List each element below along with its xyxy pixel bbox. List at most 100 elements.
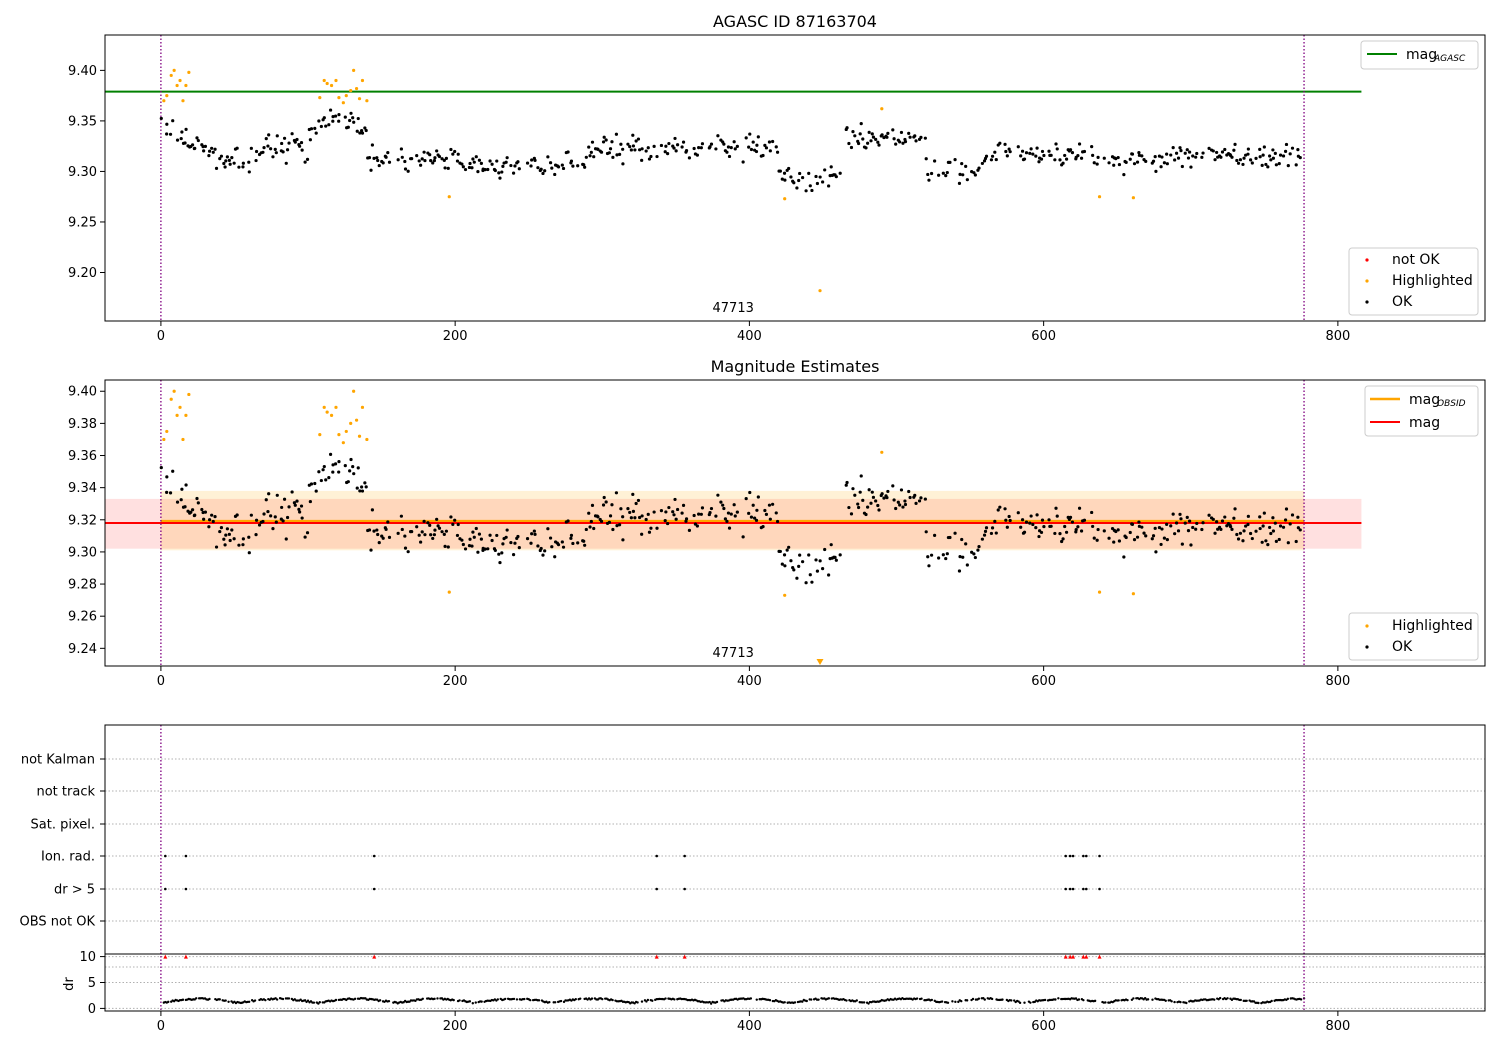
highlighted-point	[169, 397, 173, 401]
ok-point	[525, 537, 530, 541]
dr-point	[303, 999, 307, 1002]
ok-point	[602, 495, 606, 500]
ok-point	[953, 158, 957, 162]
ok-point	[1178, 146, 1182, 150]
dr-point	[651, 999, 654, 1002]
legend-label-mag: mag	[1409, 415, 1440, 431]
ok-point	[604, 138, 608, 142]
flag-point	[164, 887, 167, 891]
ok-point	[351, 465, 355, 469]
ok-point	[687, 528, 692, 533]
ok-point	[1077, 506, 1082, 510]
ok-point	[1039, 530, 1044, 535]
highlighted-point	[178, 405, 182, 409]
ok-point	[1242, 156, 1246, 160]
ok-point	[257, 523, 262, 527]
ok-point	[990, 526, 995, 530]
ok-point	[437, 526, 442, 530]
highlighted-point	[322, 78, 326, 83]
ok-point	[360, 485, 364, 489]
ok-point	[285, 515, 290, 520]
highlighted-point	[162, 99, 166, 103]
ok-point	[433, 156, 437, 160]
highlighted-point	[165, 429, 169, 434]
ok-point	[431, 536, 435, 541]
dr-point	[1077, 998, 1081, 1001]
highlighted-point	[184, 83, 188, 88]
ok-point	[615, 153, 619, 157]
ok-point	[755, 143, 759, 147]
ok-point	[449, 515, 453, 519]
ok-point	[449, 147, 453, 152]
y-tick-label: 0	[88, 1002, 96, 1017]
highlighted-point	[318, 96, 322, 100]
highlighted-point	[349, 88, 353, 93]
ok-point	[1223, 147, 1227, 152]
ok-point	[716, 493, 720, 497]
ok-point	[756, 135, 760, 139]
ok-point	[1137, 524, 1142, 528]
ok-point	[964, 164, 968, 168]
ok-point	[1004, 149, 1008, 154]
ok-point	[274, 520, 278, 524]
ok-point	[672, 513, 676, 517]
flag-point	[184, 854, 188, 858]
ok-point	[1294, 539, 1298, 544]
ok-point	[247, 551, 251, 555]
dr-point	[512, 997, 516, 1001]
ok-point	[406, 550, 410, 554]
ok-point	[504, 535, 508, 539]
ok-point	[183, 141, 187, 145]
ok-point	[1191, 154, 1195, 158]
ok-point	[417, 159, 421, 163]
highlighted-point	[783, 593, 787, 597]
dr-point	[1170, 1000, 1173, 1003]
ok-point	[721, 503, 725, 507]
ok-point	[207, 154, 211, 158]
y-tick-label: 5	[88, 976, 96, 991]
dr-point	[601, 997, 604, 1001]
ok-point	[355, 486, 359, 490]
ok-point	[984, 526, 989, 530]
dr-point	[708, 1000, 711, 1004]
ok-point	[748, 132, 752, 136]
ok-point	[876, 503, 880, 508]
ok-point	[1171, 512, 1175, 516]
ok-point	[479, 161, 483, 165]
ok-point	[789, 175, 793, 179]
highlighted-point	[349, 421, 353, 425]
ok-point	[983, 529, 988, 533]
ok-point	[1183, 521, 1187, 525]
ok-point	[631, 133, 635, 137]
ok-point	[892, 498, 896, 502]
flag-point	[1068, 854, 1072, 858]
ok-point	[328, 452, 333, 456]
ok-point	[960, 162, 964, 166]
ok-point	[583, 165, 587, 169]
ok-point	[352, 472, 356, 476]
ok-point	[530, 158, 534, 162]
ok-point	[399, 514, 403, 518]
dr-clip-marker	[372, 954, 377, 959]
ok-point	[451, 522, 455, 526]
highlighted-point	[360, 405, 365, 409]
ok-point	[1016, 145, 1020, 149]
ok-point	[235, 146, 239, 150]
ok-point	[681, 503, 686, 507]
dr-point	[990, 997, 994, 1001]
ok-point	[370, 143, 374, 147]
dr-point	[640, 1000, 644, 1003]
ok-point	[1064, 530, 1069, 534]
x-tick-label: 400	[737, 674, 762, 689]
ok-point	[621, 162, 625, 166]
ok-point	[953, 531, 957, 535]
ok-point	[944, 174, 948, 178]
dr-point	[664, 997, 667, 1000]
ok-point	[851, 487, 855, 491]
ok-point	[1042, 524, 1046, 529]
highlighted-point	[334, 405, 338, 409]
ok-point	[792, 568, 796, 572]
ok-point	[1068, 148, 1073, 152]
ok-point	[1236, 537, 1241, 541]
ok-point	[810, 580, 814, 584]
